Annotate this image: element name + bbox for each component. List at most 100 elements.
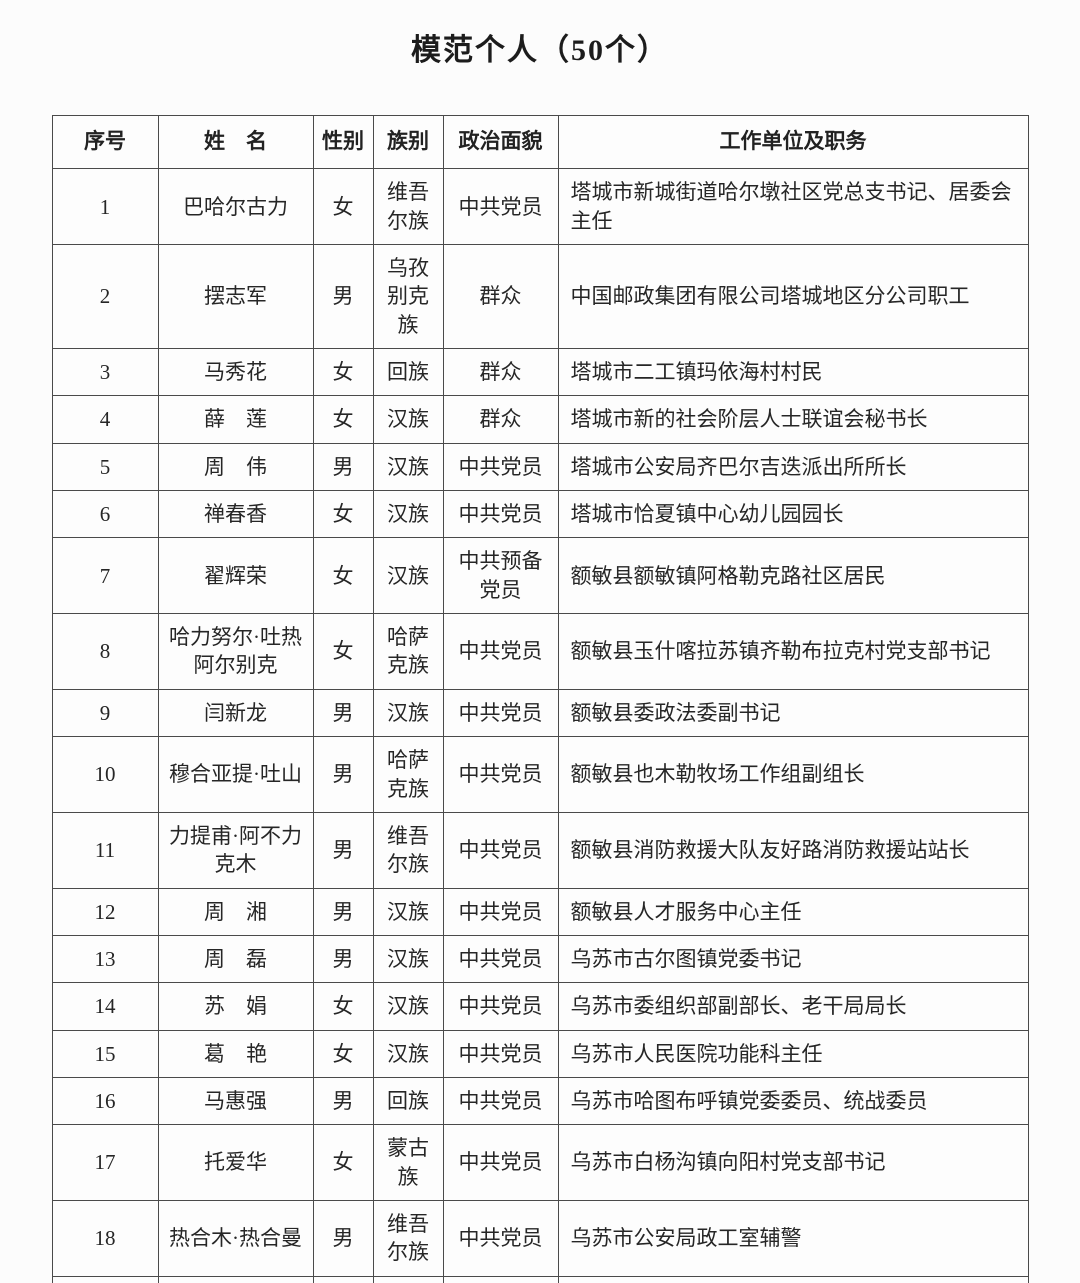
cell-name: 禅春香 — [157, 490, 314, 539]
cell-gender: 女 — [312, 348, 374, 397]
cell-work_unit: 塔城市二工镇玛依海村村民 — [557, 348, 1029, 397]
table-row: 14 苏 娟女汉族 中共党员 乌苏市委组织部副部长、老干局局长 — [51, 982, 1029, 1031]
cell-no: 18 — [51, 1199, 159, 1277]
cell-ethnicity: 维吾尔族 — [372, 1199, 444, 1277]
cell-gender: 男 — [312, 688, 374, 738]
cell-name: 马惠强 — [157, 1076, 314, 1126]
table-row: 18 热合木·热合曼男维吾尔族 中共党员 乌苏市公安局政工室辅警 — [51, 1199, 1029, 1277]
cell-political_status: 群众 — [442, 244, 559, 350]
column-header-political_status: 政治面貌 — [442, 114, 559, 170]
cell-ethnicity: 蒙古族 — [372, 1124, 444, 1201]
cell-no: 12 — [51, 887, 159, 936]
cell-gender: 女 — [312, 490, 374, 539]
cell-name: 闫新龙 — [157, 688, 314, 738]
cell-no: 17 — [51, 1124, 159, 1201]
table-row: 12 周 湘男汉族 中共党员 额敏县人才服务中心主任 — [51, 887, 1029, 936]
cell-ethnicity: 维吾尔族 — [372, 168, 444, 246]
cell-name: 力提甫·阿不力克木 — [157, 811, 314, 889]
cell-ethnicity: 哈萨克族 — [372, 1275, 444, 1283]
cell-ethnicity: 汉族 — [372, 490, 444, 539]
cell-no: 15 — [51, 1029, 159, 1078]
cell-work_unit: 乌苏市白杨沟镇向阳村党支部书记 — [557, 1124, 1029, 1201]
cell-political_status: 中共党员 — [442, 1199, 559, 1277]
cell-no: 3 — [51, 348, 159, 397]
cell-political_status: 中共党员 — [442, 688, 559, 738]
cell-no: 6 — [51, 490, 159, 539]
cell-work_unit: 额敏县也木勒牧场工作组副组长 — [557, 736, 1029, 813]
cell-name: 哈力努尔·吐热阿尔别克 — [157, 613, 314, 690]
table-row: 9 闫新龙男汉族 中共党员 额敏县委政法委副书记 — [51, 688, 1029, 738]
cell-name: 托爱华 — [157, 1124, 314, 1201]
cell-political_status: 中共党员 — [442, 736, 559, 813]
cell-gender: 男 — [312, 1275, 374, 1283]
cell-work_unit: 乌苏市委组织部副部长、老干局局长 — [557, 982, 1029, 1031]
cell-no: 14 — [51, 982, 159, 1031]
cell-work_unit: 额敏县委政法委副书记 — [557, 688, 1029, 738]
cell-work_unit: 塔城市公安局齐巴尔吉迭派出所所长 — [557, 442, 1029, 492]
cell-work_unit: 乌苏市人民医院功能科主任 — [557, 1029, 1029, 1078]
cell-gender: 女 — [312, 1029, 374, 1078]
cell-ethnicity: 汉族 — [372, 688, 444, 738]
table-row: 16 马惠强男回族 中共党员 乌苏市哈图布呼镇党委委员、统战委员 — [51, 1076, 1029, 1126]
table-row: 15 葛 艳女汉族 中共党员 乌苏市人民医院功能科主任 — [51, 1029, 1029, 1078]
cell-name: 翟辉荣 — [157, 537, 314, 615]
cell-gender: 女 — [312, 613, 374, 690]
cell-no: 8 — [51, 613, 159, 690]
cell-ethnicity: 汉族 — [372, 537, 444, 615]
table-row: 3 马秀花女回族 群众 塔城市二工镇玛依海村村民 — [51, 348, 1029, 397]
cell-no: 7 — [51, 537, 159, 615]
cell-political_status: 群众 — [442, 348, 559, 397]
cell-political_status: 中共党员 — [442, 1076, 559, 1126]
cell-work_unit: 乌苏市哈图布呼镇党委委员、统战委员 — [557, 1076, 1029, 1126]
table-header-row: 序号姓 名性别 族别 政治面貌 工作单位及职务 — [51, 114, 1029, 170]
cell-name: 穆合亚提·吐山 — [157, 736, 314, 813]
cell-no: 9 — [51, 688, 159, 738]
cell-no: 4 — [51, 395, 159, 444]
page-title: 模范个人（50个） — [411, 34, 669, 67]
table-row: 7 翟辉荣女汉族 中共预备党员 额敏县额敏镇阿格勒克路社区居民 — [51, 537, 1029, 615]
table-row: 1 巴哈尔古力女维吾尔族 中共党员 塔城市新城街道哈尔墩社区党总支书记、居委会主任 — [51, 168, 1029, 246]
cell-ethnicity: 哈萨克族 — [372, 613, 444, 690]
cell-gender: 女 — [312, 395, 374, 444]
cell-work_unit: 中国邮政集团有限公司塔城地区分公司职工 — [557, 244, 1029, 350]
cell-ethnicity: 汉族 — [372, 934, 444, 984]
column-header-work_unit: 工作单位及职务 — [557, 114, 1029, 170]
cell-political_status: 中共党员 — [442, 982, 559, 1031]
cell-work_unit: 额敏县玉什喀拉苏镇齐勒布拉克村党支部书记 — [557, 613, 1029, 690]
cell-work_unit: 乌苏市公安局政工室辅警 — [557, 1199, 1029, 1277]
column-header-no: 序号 — [51, 114, 159, 170]
cell-name: 热合木·热合曼 — [157, 1199, 314, 1277]
cell-ethnicity: 乌孜别克族 — [372, 244, 444, 350]
cell-gender: 男 — [312, 1199, 374, 1277]
cell-name: 周 伟 — [157, 442, 314, 492]
cell-gender: 男 — [312, 811, 374, 889]
table-row: 10 穆合亚提·吐山男哈萨克族 中共党员 额敏县也木勒牧场工作组副组长 — [51, 736, 1029, 813]
cell-ethnicity: 维吾尔族 — [372, 811, 444, 889]
cell-political_status: 中共预备党员 — [442, 537, 559, 615]
cell-no: 5 — [51, 442, 159, 492]
cell-work_unit: 额敏县额敏镇阿格勒克路社区居民 — [557, 537, 1029, 615]
cell-gender: 女 — [312, 537, 374, 615]
table-row: 13 周 磊男汉族 中共党员 乌苏市古尔图镇党委书记 — [51, 934, 1029, 984]
table-row: 11 力提甫·阿不力克木男维吾尔族 中共党员 额敏县消防救援大队友好路消防救援站站长 — [51, 811, 1029, 889]
table-row: 6 禅春香女汉族 中共党员 塔城市恰夏镇中心幼儿园园长 — [51, 490, 1029, 539]
cell-ethnicity: 汉族 — [372, 982, 444, 1031]
cell-work_unit: 乌苏市古尔图镇党委书记 — [557, 934, 1029, 984]
cell-political_status: 中共党员 — [442, 442, 559, 492]
cell-gender: 男 — [312, 244, 374, 350]
table-row: 2 摆志军男乌孜别克族 群众 中国邮政集团有限公司塔城地区分公司职工 — [51, 244, 1029, 350]
cell-ethnicity: 哈萨克族 — [372, 736, 444, 813]
cell-political_status: 中共党员 — [442, 1029, 559, 1078]
cell-name: 巴哈尔古力 — [157, 168, 314, 246]
cell-political_status: 群众 — [442, 395, 559, 444]
cell-political_status: 中共党员 — [442, 887, 559, 936]
cell-political_status: 中共党员 — [442, 811, 559, 889]
cell-no: 1 — [51, 168, 159, 246]
cell-political_status: 中共党员 — [442, 613, 559, 690]
column-header-gender: 性别 — [312, 114, 374, 170]
table-row: 19阿依多斯·阿色尔男哈萨克族群众沙湾市公安局金沟河镇派出所辅警 — [51, 1275, 1029, 1283]
cell-ethnicity: 汉族 — [372, 442, 444, 492]
